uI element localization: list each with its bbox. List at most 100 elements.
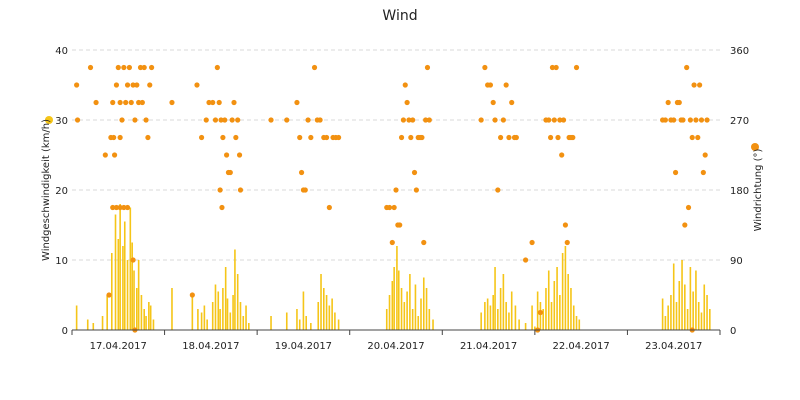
wind-direction-point — [665, 99, 671, 106]
wind-direction-point — [704, 117, 710, 123]
wind-speed-bar — [406, 291, 408, 330]
wind-direction-point — [506, 134, 512, 141]
wind-direction-point — [132, 117, 138, 123]
wind-speed-bar — [697, 302, 700, 330]
wind-direction-point — [326, 204, 332, 211]
wind-speed-bar — [197, 309, 199, 330]
wind-speed-bar — [502, 274, 505, 330]
wind-speed-bar — [391, 281, 394, 330]
wind-direction-point — [220, 134, 226, 141]
wind-direction-point — [302, 187, 308, 193]
wind-speed-bar — [248, 323, 250, 330]
wind-speed-bar — [417, 316, 420, 330]
wind-direction-point — [217, 187, 223, 193]
wind-direction-point — [398, 134, 405, 141]
wind-direction-point — [110, 204, 116, 211]
y-right-tick-label: 270 — [730, 116, 749, 127]
wind-direction-point — [106, 292, 112, 298]
wind-direction-point — [549, 64, 556, 71]
wind-speed-bar — [547, 270, 550, 330]
wind-direction-point — [233, 134, 239, 141]
wind-direction-point — [141, 64, 147, 71]
wind-speed-bar — [497, 309, 499, 330]
wind-direction-point — [130, 257, 136, 263]
wind-speed-bar — [396, 246, 398, 330]
wind-speed-bar — [397, 270, 400, 330]
x-tick-label: 23.04.2017 — [645, 341, 702, 352]
wind-speed-bar — [126, 260, 129, 330]
wind-speed-bar — [393, 267, 395, 330]
wind-direction-point — [698, 117, 705, 123]
wind-speed-bar — [106, 295, 108, 330]
wind-direction-point — [121, 64, 127, 71]
wind-speed-bar — [539, 302, 542, 330]
wind-speed-bar — [550, 302, 553, 330]
wind-direction-point — [685, 204, 692, 211]
wind-speed-bar — [145, 316, 147, 330]
wind-speed-bar — [131, 242, 133, 330]
wind-direction-point — [235, 117, 241, 123]
wind-speed-bar — [531, 305, 533, 330]
wind-speed-bar — [119, 204, 121, 330]
wind-direction-point — [227, 169, 233, 176]
x-tick-label: 17.04.2017 — [90, 341, 147, 352]
wind-speed-legend-marker — [45, 116, 53, 124]
wind-speed-bar — [494, 267, 496, 330]
wind-speed-bar — [432, 319, 434, 330]
wind-speed-bar — [75, 305, 78, 330]
wind-direction-point — [419, 134, 425, 141]
wind-direction-point — [482, 64, 488, 71]
wind-direction-point — [547, 134, 554, 141]
wind-direction-point — [529, 239, 535, 246]
wind-direction-point — [113, 82, 120, 88]
wind-direction-point — [268, 117, 274, 123]
wind-speed-bar — [219, 309, 221, 330]
y-right-tick-label: 360 — [730, 46, 749, 57]
wind-direction-legend-marker — [751, 143, 759, 151]
wind-direction-point — [93, 99, 99, 106]
wind-direction-point — [570, 134, 576, 141]
wind-speed-bar — [575, 316, 578, 330]
wind-direction-point — [229, 117, 235, 123]
wind-speed-bar — [152, 319, 155, 330]
wind-speed-bar — [133, 270, 135, 330]
wind-speed-bar — [692, 291, 694, 330]
wind-direction-point — [206, 99, 212, 106]
wind-direction-point — [111, 134, 117, 141]
wind-speed-bar — [285, 312, 288, 330]
y-axis-left-ticks: 0 10 20 30 40 — [55, 46, 68, 337]
wind-speed-bar — [420, 298, 422, 330]
wind-direction-point — [393, 187, 399, 193]
wind-direction-point — [218, 117, 224, 123]
wind-speed-bar — [486, 298, 489, 330]
wind-speed-bar — [572, 305, 575, 330]
wind-direction-point — [115, 64, 121, 71]
wind-speed-bar — [214, 284, 217, 330]
wind-direction-point — [147, 82, 153, 88]
wind-direction-point — [562, 222, 569, 228]
wind-direction-point — [136, 99, 142, 106]
wind-speed-bar — [664, 316, 667, 330]
wind-speed-bar — [140, 295, 143, 330]
wind-direction-point — [123, 99, 129, 106]
wind-direction-point — [680, 117, 686, 123]
wind-speed-bar — [561, 253, 564, 330]
wind-direction-point — [503, 82, 509, 88]
wind-speed-bar — [200, 312, 203, 330]
wind-direction-point — [400, 117, 407, 123]
wind-speed-bar — [524, 323, 527, 330]
wind-speed-bar — [670, 295, 672, 330]
wind-speed-bar — [334, 312, 336, 330]
wind-speed-bar — [556, 267, 558, 330]
wind-direction-point — [284, 117, 290, 123]
wind-direction-point — [308, 134, 314, 141]
wind-speed-bar — [385, 309, 388, 330]
wind-speed-bar — [667, 305, 669, 330]
wind-direction-point — [421, 239, 427, 246]
wind-speed-bar — [700, 312, 703, 330]
wind-direction-point — [336, 134, 342, 141]
wind-direction-point — [693, 117, 699, 123]
wind-direction-point — [691, 82, 697, 88]
wind-speed-bar — [322, 288, 325, 330]
wind-direction-point — [413, 187, 419, 193]
